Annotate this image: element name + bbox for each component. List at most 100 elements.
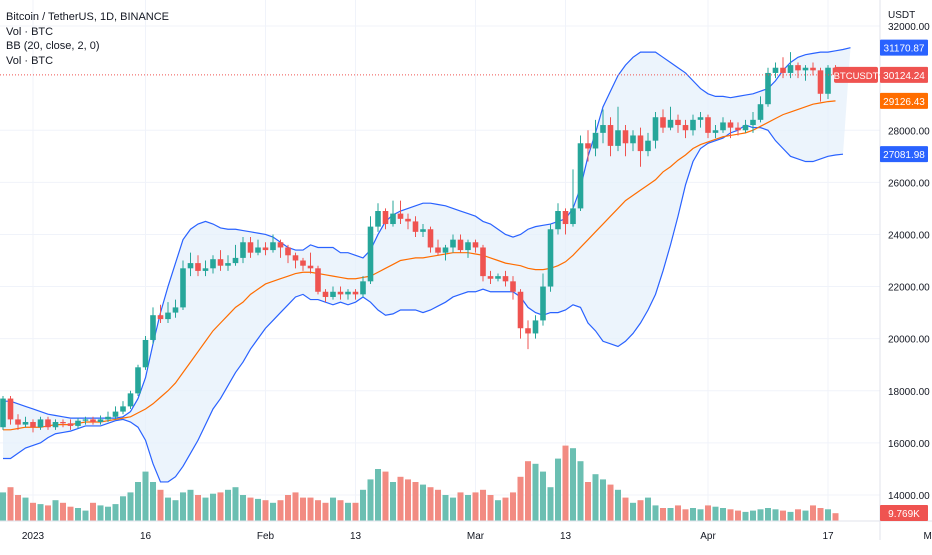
volume-bar xyxy=(375,469,381,521)
volume-bar xyxy=(772,509,779,521)
volume-bar xyxy=(645,497,651,521)
volume-bar xyxy=(292,492,299,521)
volume-bar xyxy=(52,500,59,521)
volume-bar xyxy=(660,508,666,521)
candle-body xyxy=(412,221,419,232)
candle-body xyxy=(382,211,389,225)
volume-bar xyxy=(240,495,246,521)
candle-body xyxy=(615,130,621,146)
price-badge xyxy=(880,92,928,109)
volume-bar xyxy=(270,502,276,521)
candle-body xyxy=(75,420,81,426)
volume-bar xyxy=(405,479,411,521)
candle-body xyxy=(240,242,246,258)
candle-body xyxy=(60,422,66,424)
volume-bar xyxy=(442,495,449,521)
volume-bar xyxy=(487,495,494,521)
bollinger-indicator-label[interactable]: BB (20, close, 2, 0) xyxy=(6,40,100,52)
x-tick-label: 17 xyxy=(822,531,834,542)
volume-bar xyxy=(727,509,734,521)
candle-body xyxy=(270,242,276,251)
volume-bar xyxy=(630,502,636,521)
volume-bar xyxy=(465,495,471,521)
candle-body xyxy=(247,242,254,253)
volume-bar xyxy=(472,492,479,521)
volume-bar xyxy=(0,492,6,521)
volume-indicator-label[interactable]: Vol · BTC xyxy=(6,25,54,38)
price-unit-label: USDT xyxy=(888,10,916,21)
candle-body xyxy=(330,291,336,297)
price-badge xyxy=(880,146,928,163)
price-badge xyxy=(880,66,928,83)
candle-body xyxy=(810,67,816,71)
volume-bar xyxy=(577,461,584,521)
volume-bar xyxy=(585,482,591,521)
x-tick-label: Mar xyxy=(467,531,485,542)
volume-bar xyxy=(757,509,764,521)
candle-body xyxy=(465,242,471,251)
volume-bar xyxy=(165,497,171,521)
bollinger-basis-line xyxy=(3,100,836,431)
volume-bar xyxy=(397,476,404,521)
volume-bar xyxy=(495,500,501,521)
volume-bar xyxy=(652,505,659,521)
candle-body xyxy=(157,315,164,320)
candle-body xyxy=(495,276,501,279)
y-tick-label: 26000.00 xyxy=(888,178,930,189)
volume-bar xyxy=(780,510,786,521)
volume-bar xyxy=(480,489,486,521)
volume-bar xyxy=(720,508,726,521)
candle-body xyxy=(645,140,651,152)
volume-bar xyxy=(750,510,756,521)
volume-bar xyxy=(150,482,156,521)
volume-bar xyxy=(705,505,711,521)
candle-body xyxy=(742,125,749,131)
volume-bar xyxy=(82,510,89,521)
candle-body xyxy=(442,247,449,253)
volume-bar xyxy=(427,487,434,521)
candle-body xyxy=(285,247,291,256)
bollinger-lower-line xyxy=(3,124,844,483)
y-tick-label: 22000.00 xyxy=(888,283,930,294)
volume-bar xyxy=(322,502,329,521)
volume-bar xyxy=(45,505,51,521)
volume-bar xyxy=(420,484,426,521)
volume-bar xyxy=(135,482,141,521)
candle-body xyxy=(570,208,576,225)
candle-body xyxy=(682,125,689,131)
candle-body xyxy=(22,422,29,425)
volume-indicator-label-2[interactable]: Vol · BTC xyxy=(6,54,54,67)
volume-bar xyxy=(337,500,344,521)
volume-bar xyxy=(262,500,269,521)
candle-body xyxy=(210,259,216,269)
candle-body xyxy=(97,419,104,423)
volume-bar xyxy=(30,502,36,521)
volume-bar xyxy=(600,479,606,521)
price-badge-text: 31170.87 xyxy=(884,44,925,55)
symbol-title[interactable]: Bitcoin / TetherUS, 1D, BINANCE xyxy=(6,11,170,23)
candle-body xyxy=(232,257,239,264)
volume-bar xyxy=(142,471,149,521)
candle-body xyxy=(262,247,269,251)
volume-bar xyxy=(802,510,809,521)
candle-body xyxy=(292,255,299,261)
volume-bar xyxy=(172,500,179,521)
candle-body xyxy=(300,260,306,266)
candle-body xyxy=(120,406,126,412)
symbol-badge-text: BTCUSDT xyxy=(834,71,879,82)
volume-bar xyxy=(607,484,614,521)
candle-body xyxy=(712,130,719,133)
candle-body xyxy=(607,125,614,146)
candle-body xyxy=(757,104,764,120)
volume-bar xyxy=(382,471,389,521)
volume-bar xyxy=(742,511,749,521)
volume-bar xyxy=(127,492,134,521)
candle-body xyxy=(675,119,681,126)
volume-bar xyxy=(22,497,29,521)
candle-body xyxy=(390,213,396,225)
volume-bar xyxy=(637,500,644,521)
candle-body xyxy=(480,247,486,277)
y-tick-label: 24000.00 xyxy=(888,230,930,241)
